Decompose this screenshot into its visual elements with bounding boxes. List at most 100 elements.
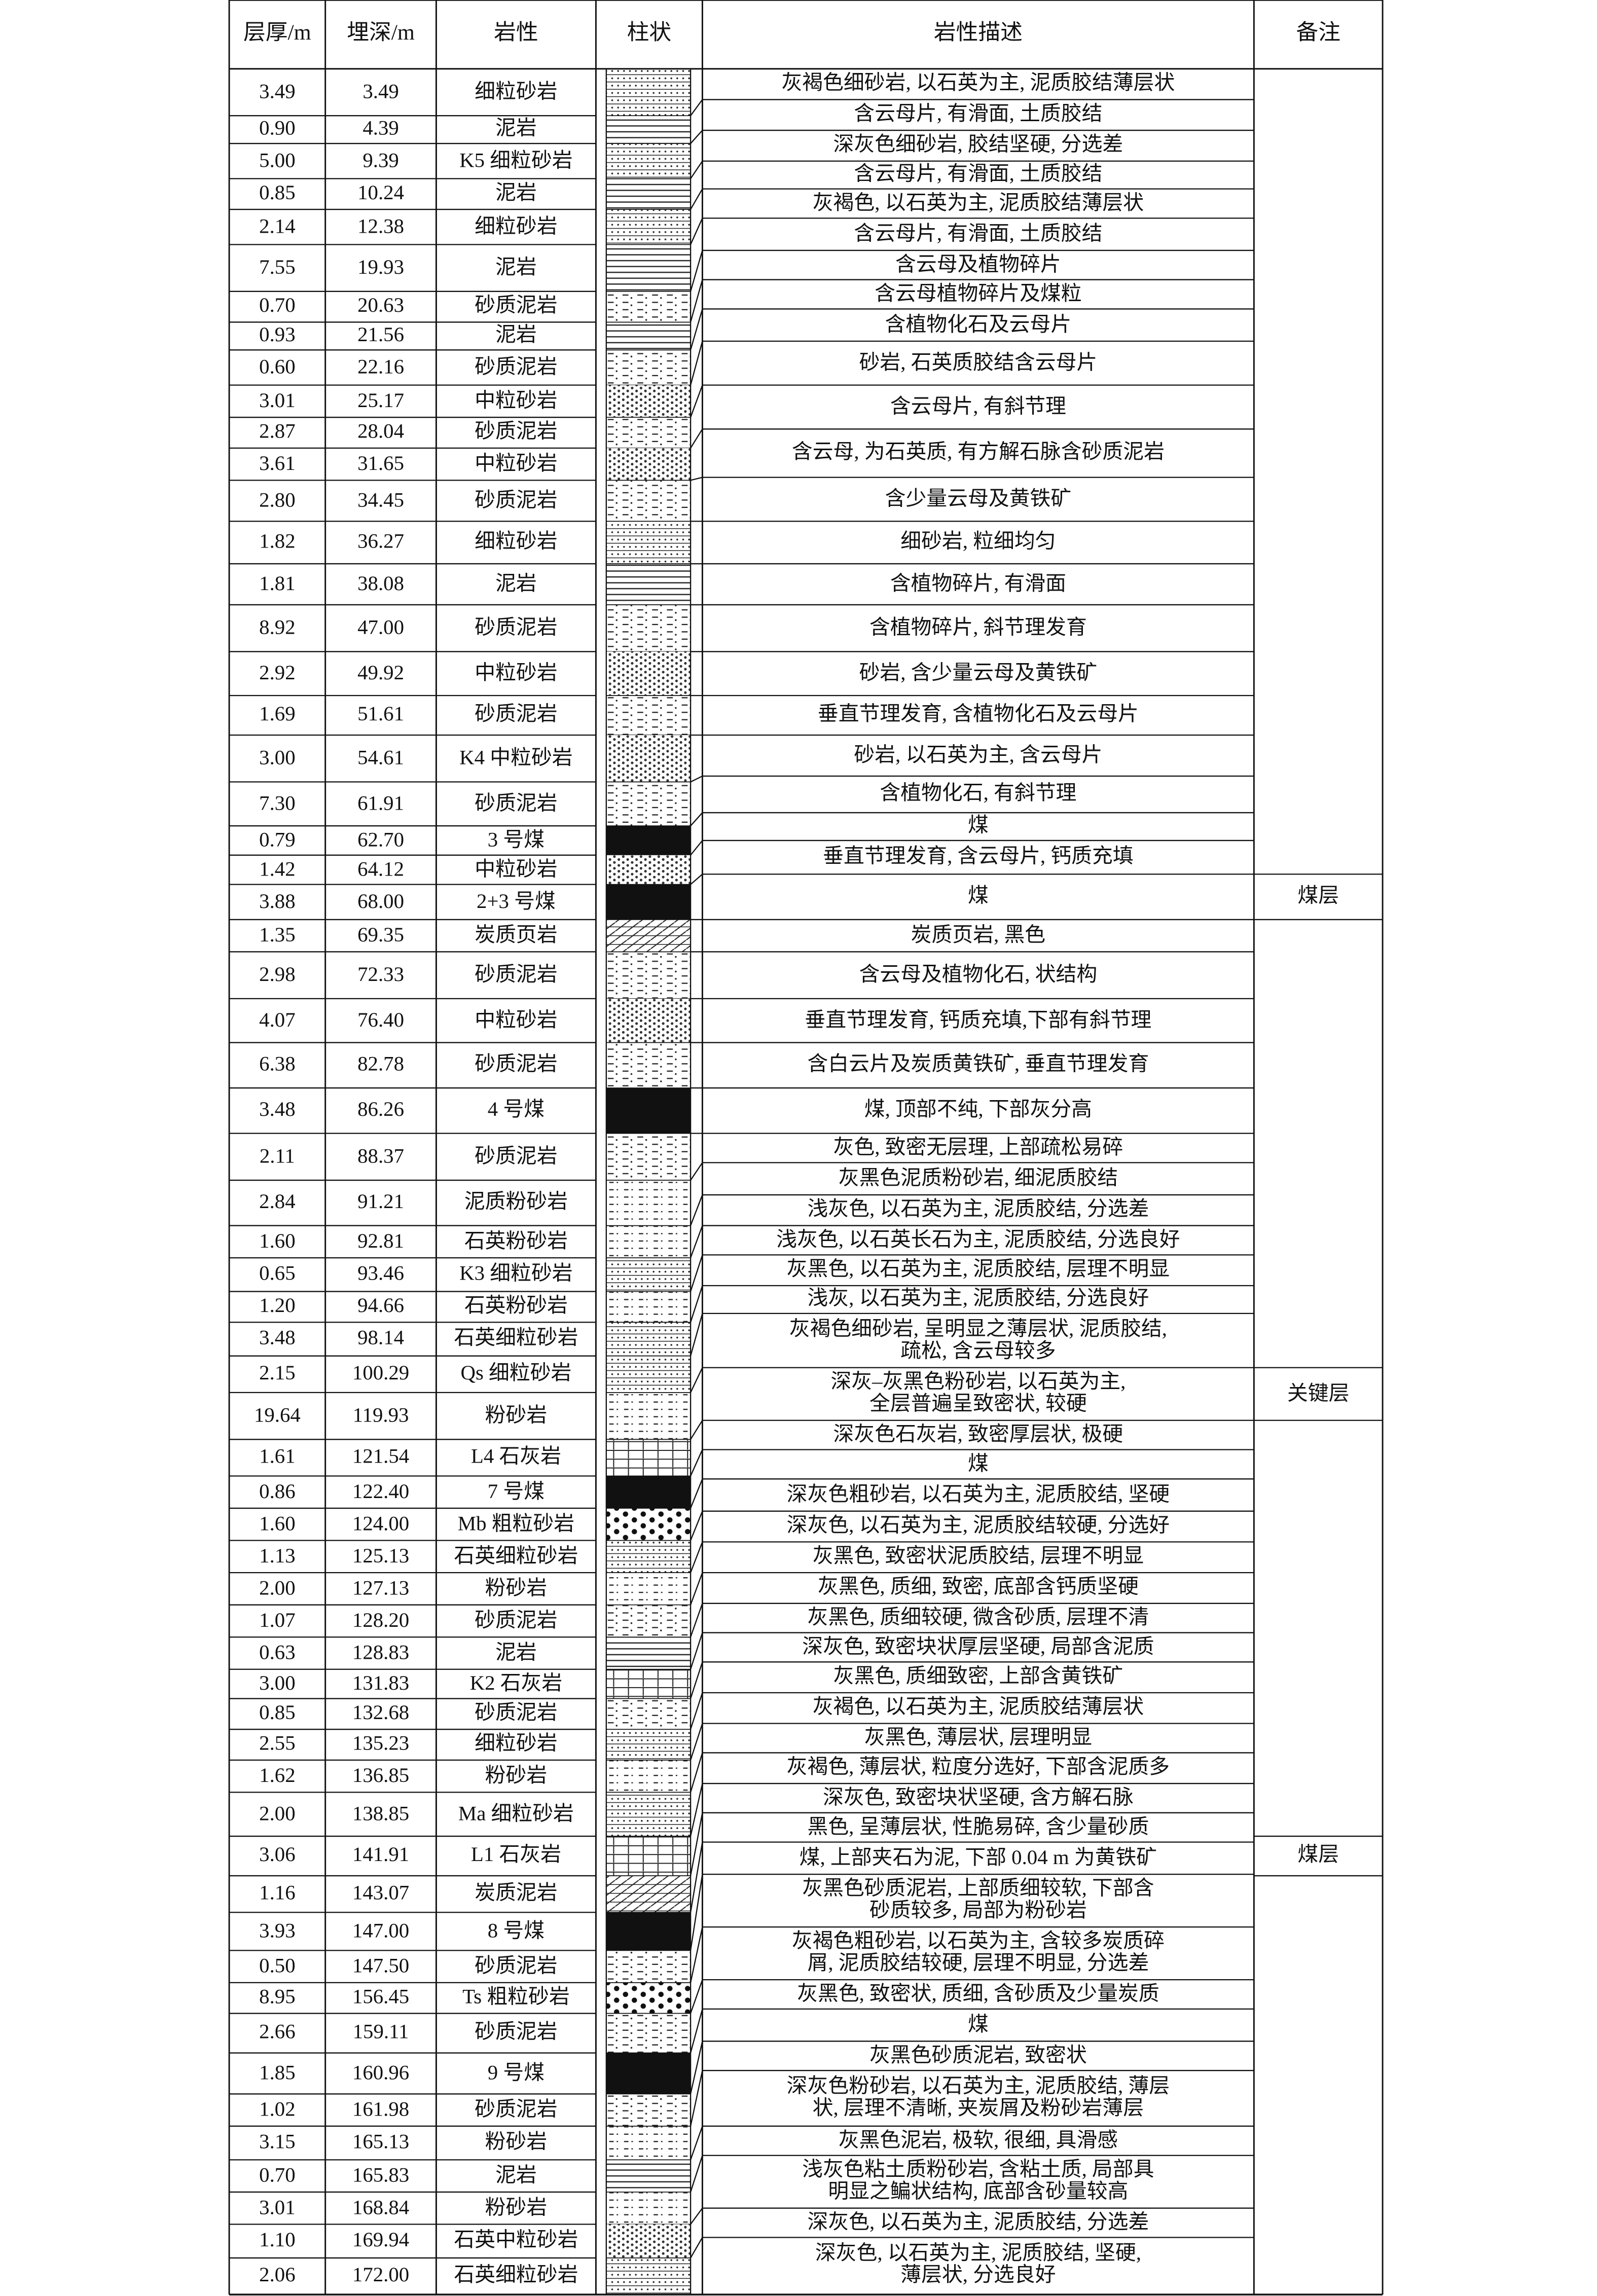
layer-depth: 21.56 <box>357 325 404 347</box>
layer-depth: 28.04 <box>357 421 404 444</box>
layer-description: 含云母及植物化石, 状结构 <box>702 952 1254 998</box>
description-line: 煤 <box>967 815 989 838</box>
layer-thickness: 2.98 <box>259 964 296 987</box>
layer-lithology: L1 石灰岩 <box>470 1845 561 1867</box>
description-line: 深灰色石灰岩, 致密厚层状, 极硬 <box>833 1424 1123 1446</box>
layer-description: 深灰色, 以石英为主, 泥质胶结较硬, 分选好 <box>702 1511 1254 1542</box>
description-line: 砂质较多, 局部为粉砂岩 <box>869 1901 1087 1923</box>
layer-lithology: 砂质泥岩 <box>475 2022 558 2045</box>
lithology-column-pattern <box>606 1042 691 1088</box>
layer-lithology: 4 号煤 <box>487 1100 545 1122</box>
lithology-column-pattern <box>606 178 691 210</box>
layer-thickness: 0.79 <box>259 829 296 852</box>
connector-line <box>689 309 703 350</box>
layer-description: 含植物化石及云母片 <box>702 309 1254 341</box>
lithology-column-pattern <box>606 1573 691 1605</box>
layer-depth: 160.96 <box>352 2062 410 2085</box>
layer-depth: 82.78 <box>357 1054 404 1076</box>
connector-line <box>690 477 703 481</box>
description-line: 垂直节理发育, 钙质充填,下部有斜节理 <box>805 1009 1152 1032</box>
connector-line <box>690 1449 703 1476</box>
layer-lithology: 粉砂岩 <box>485 2132 548 2154</box>
lithology-column-pattern <box>606 521 691 564</box>
connector-line <box>690 130 703 144</box>
connector-line <box>689 1255 703 1292</box>
connector-line <box>689 1313 703 1356</box>
layer-depth: 147.00 <box>352 1920 410 1943</box>
description-line: 灰黑色, 致密状, 质细, 含砂质及少量炭质 <box>797 1983 1159 2006</box>
layer-lithology: 粉砂岩 <box>485 2197 548 2219</box>
layer-lithology: 细粒砂岩 <box>475 531 558 554</box>
description-line: 含植物化石, 有斜节理 <box>880 783 1077 806</box>
description-line: 浅灰, 以石英为主, 泥质胶结, 分选良好 <box>807 1288 1149 1311</box>
connector-line <box>689 1926 703 1983</box>
layer-thickness: 3.61 <box>259 453 296 476</box>
lithology-column-pattern <box>606 1225 691 1258</box>
layer-lithology: 粉砂岩 <box>485 1765 548 1788</box>
lithology-column-pattern <box>606 1291 691 1323</box>
layer-lithology: 炭质泥岩 <box>475 1883 558 1905</box>
description-line: 灰褐色, 薄层状, 粒度分选好, 下部含泥质多 <box>786 1757 1170 1779</box>
description-line: 深灰色细砂岩, 胶结坚硬, 分选差 <box>833 134 1123 157</box>
layer-lithology: K3 细粒砂岩 <box>459 1263 573 1286</box>
connector-line <box>690 873 703 885</box>
description-line: 深灰色, 致密块状厚层坚硬, 局部含泥质 <box>802 1636 1154 1659</box>
layer-depth: 51.61 <box>357 704 404 726</box>
description-line: 砂岩, 石英质胶结含云母片 <box>859 352 1098 374</box>
lithology-column-pattern <box>606 2053 691 2094</box>
layer-lithology: 砂质泥岩 <box>475 1703 558 1725</box>
connector-line <box>689 2009 703 2053</box>
layer-depth: 132.68 <box>352 1703 410 1725</box>
description-line: 灰色, 致密无层理, 上部疏松易碎 <box>833 1137 1123 1159</box>
connector-line <box>689 1783 703 1837</box>
layer-depth: 125.13 <box>352 1545 410 1568</box>
layer-depth: 86.26 <box>357 1100 404 1122</box>
layer-thickness: 3.01 <box>259 390 296 413</box>
lithology-column-pattern <box>606 350 691 385</box>
connector-line <box>689 1603 703 1637</box>
layer-depth: 147.50 <box>352 1955 410 1978</box>
remark-label: 煤层 <box>1297 886 1339 908</box>
lithology-column-pattern <box>606 480 691 522</box>
description-line: 煤, 顶部不纯, 下部灰分高 <box>864 1100 1092 1122</box>
connector-line <box>689 1842 703 1913</box>
description-line: 炭质页岩, 黑色 <box>911 925 1046 947</box>
connector-line <box>690 1478 703 1509</box>
layer-lithology: 砂质泥岩 <box>475 964 558 987</box>
lithology-column-pattern <box>606 2192 691 2225</box>
description-line: 煤 <box>967 1453 989 1476</box>
layer-thickness: 0.85 <box>259 183 296 205</box>
layer-thickness: 2.14 <box>259 216 296 238</box>
layer-description: 含云母植物碎片及煤粒 <box>702 280 1254 309</box>
layer-depth: 68.00 <box>357 891 404 913</box>
description-line: 灰褐色细砂岩, 呈明显之薄层状, 泥质胶结, <box>789 1319 1168 1341</box>
layer-lithology: 细粒砂岩 <box>475 216 558 238</box>
lithology-column-pattern <box>606 2160 691 2192</box>
layer-depth: 54.61 <box>357 747 404 770</box>
description-line: 灰黑色, 质细, 致密, 底部含钙质坚硬 <box>817 1577 1139 1599</box>
layer-description: 灰黑色, 薄层状, 层理明显 <box>702 1724 1254 1753</box>
description-line: 屑, 泥质胶结较硬, 层理不明显, 分选差 <box>807 1953 1149 1976</box>
lithology-column-pattern <box>606 1760 691 1793</box>
description-line: 煤, 上部夹石为泥, 下部 0.04 m 为黄铁矿 <box>799 1847 1157 1870</box>
layer-description: 浅灰, 以石英为主, 泥质胶结, 分选良好 <box>702 1286 1254 1314</box>
layer-description: 灰褐色粗砂岩, 以石英为主, 含较多炭质碎 屑, 泥质胶结较硬, 层理不明显, 分… <box>702 1927 1254 1980</box>
connector-line <box>690 1511 703 1541</box>
lithology-column-pattern <box>606 2094 691 2126</box>
description-line: 薄层状, 分选良好 <box>900 2264 1056 2287</box>
description-line: 灰褐色细砂岩, 以石英为主, 泥质胶结薄层状 <box>781 73 1175 95</box>
connector-line <box>690 775 703 783</box>
layer-description: 砂岩, 石英质胶结含云母片 <box>702 341 1254 385</box>
layer-thickness: 1.61 <box>259 1446 296 1469</box>
layer-description: 灰褐色, 以石英为主, 泥质胶结薄层状 <box>702 1693 1254 1724</box>
layer-lithology: Ts 粗粒砂岩 <box>462 1987 570 2009</box>
description-line: 含云母, 为石英质, 有方解石脉含砂质泥岩 <box>791 442 1165 464</box>
layer-lithology: 中粒砂岩 <box>475 1009 558 1032</box>
description-line: 深灰色粗砂岩, 以石英为主, 泥质胶结, 坚硬 <box>786 1484 1170 1506</box>
connector-line <box>690 2237 703 2258</box>
lithology-column-pattern <box>606 735 691 782</box>
layer-thickness: 0.70 <box>259 2165 296 2187</box>
layer-description: 含植物碎片, 有滑面 <box>702 564 1254 605</box>
layer-depth: 91.21 <box>357 1192 404 1214</box>
layer-lithology: 9 号煤 <box>487 2062 545 2085</box>
